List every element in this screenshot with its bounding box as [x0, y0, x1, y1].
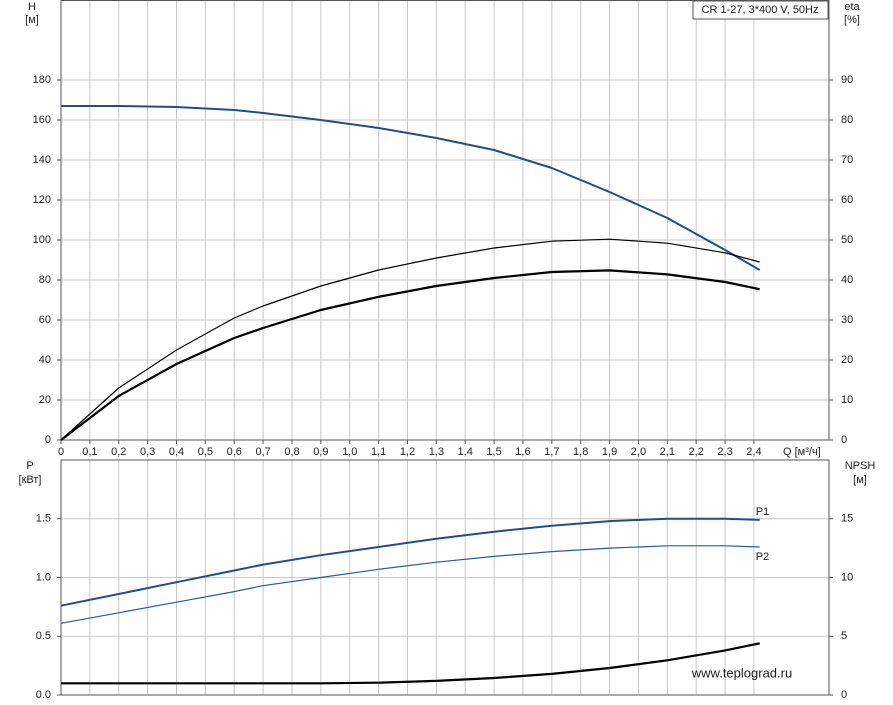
series-label: P2 [756, 551, 769, 563]
x-tick-label: 1,1 [371, 446, 386, 458]
y2-tick-label: 70 [841, 154, 853, 166]
curve [60, 269, 760, 441]
x-tick-label: 1,3 [429, 446, 444, 458]
y-tick-label: 180 [33, 74, 51, 86]
curve [61, 642, 760, 685]
y2-tick-label: 40 [841, 274, 853, 286]
y-tick-label: 1.0 [36, 571, 51, 583]
chart-title: CR 1-27, 3*400 V, 50Hz [702, 4, 819, 16]
x-tick-label: 1,4 [458, 446, 473, 458]
x-tick-label: 2,4 [746, 446, 761, 458]
y2-tick-label: 0 [841, 689, 847, 701]
x-tick-label: 0,2 [111, 446, 126, 458]
x-tick-label: 0,4 [169, 446, 184, 458]
x-tick-label: 0,6 [227, 446, 242, 458]
x-tick-label: 2,0 [631, 446, 646, 458]
y-label: H [28, 1, 36, 13]
y-tick-label: 1.5 [36, 513, 51, 525]
x-tick-label: 0,9 [313, 446, 328, 458]
y-tick-label: 40 [39, 354, 51, 366]
y2-tick-label: 5 [841, 630, 847, 642]
y-tick-label: 0 [45, 434, 51, 446]
y-unit: [м] [25, 14, 39, 26]
x-tick-label: 0 [58, 446, 64, 458]
y2-tick-label: 0 [841, 434, 847, 446]
series-label: P1 [756, 506, 769, 518]
x-tick-label: 1,2 [400, 446, 415, 458]
x-tick-label: 1,7 [544, 446, 559, 458]
grid [60, 0, 829, 696]
x-tick-label: 0,7 [255, 446, 270, 458]
y-tick-label: 60 [39, 314, 51, 326]
y-tick-label: 0.0 [36, 689, 51, 701]
y2-tick-label: 10 [841, 571, 853, 583]
y2-tick-label: 60 [841, 194, 853, 206]
y-tick-label: 0.5 [36, 630, 51, 642]
x-tick-label: 0,1 [82, 446, 97, 458]
curve [60, 545, 760, 624]
x-tick-label: 0,3 [140, 446, 155, 458]
y-tick-label: 80 [39, 274, 51, 286]
y2-tick-label: 50 [841, 234, 853, 246]
curve [60, 238, 760, 441]
y2-label: eta [844, 1, 860, 13]
y2-label: NPSH [845, 460, 876, 472]
x-tick-label: 2,2 [689, 446, 704, 458]
y2-tick-label: 90 [841, 74, 853, 86]
y-tick-label: 20 [39, 394, 51, 406]
y-tick-label: 100 [33, 234, 51, 246]
top-frame [60, 0, 830, 441]
curve [61, 105, 761, 271]
x-label: Q [м³/ч] [783, 446, 821, 458]
x-tick-label: 1,5 [486, 446, 501, 458]
y2-tick-label: 80 [841, 114, 853, 126]
x-tick-label: 1,6 [515, 446, 530, 458]
x-tick-label: 2,3 [717, 446, 732, 458]
watermark: www.teplograd.ru [691, 665, 792, 680]
y2-tick-label: 15 [841, 513, 853, 525]
x-tick-label: 0,8 [284, 446, 299, 458]
x-tick-label: 2,1 [660, 446, 675, 458]
title-box [692, 0, 829, 20]
y-tick-label: 160 [33, 114, 51, 126]
x-tick-label: 1,8 [573, 446, 588, 458]
x-tick-label: 1,9 [602, 446, 617, 458]
y2-unit: [%] [844, 14, 860, 26]
y2-tick-label: 10 [841, 394, 853, 406]
curve [60, 517, 760, 607]
y2-tick-label: 20 [841, 354, 853, 366]
y-label: P [26, 460, 33, 472]
x-tick-label: 0,5 [198, 446, 213, 458]
y2-unit: [м] [853, 474, 867, 486]
x-tick-label: 1,0 [342, 446, 357, 458]
y-tick-label: 140 [33, 154, 51, 166]
y-unit: [кВт] [19, 474, 42, 486]
y2-tick-label: 30 [841, 314, 853, 326]
y-tick-label: 120 [33, 194, 51, 206]
